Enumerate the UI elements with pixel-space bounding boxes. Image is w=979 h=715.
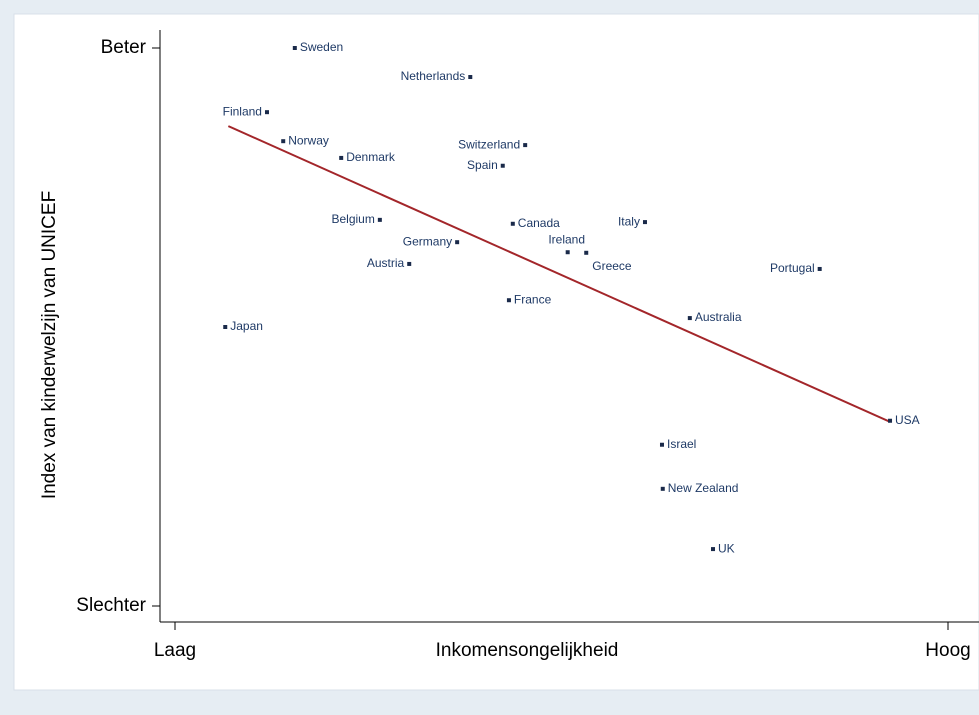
- point: [455, 240, 460, 245]
- point: [660, 486, 665, 491]
- point-label: Portugal: [770, 261, 815, 275]
- point-label: Finland: [223, 104, 262, 118]
- point-label: Denmark: [346, 150, 396, 164]
- point-label: USA: [895, 413, 920, 427]
- point-label: Italy: [618, 214, 640, 228]
- point-label: Greece: [592, 259, 632, 273]
- point-label: Netherlands: [401, 69, 466, 83]
- point: [264, 110, 269, 115]
- point: [292, 46, 297, 50]
- point-label: Switzerland: [458, 137, 520, 151]
- point: [888, 418, 893, 423]
- point-label: Norway: [288, 133, 329, 147]
- point-label: France: [514, 292, 552, 306]
- point: [500, 163, 505, 168]
- point: [687, 316, 692, 321]
- point-label: Canada: [518, 216, 560, 230]
- point-label: Ireland: [548, 232, 585, 246]
- point-label: Spain: [467, 158, 498, 172]
- point: [468, 75, 473, 80]
- point: [223, 325, 228, 329]
- point: [711, 547, 716, 552]
- point: [339, 155, 344, 160]
- point: [642, 220, 647, 225]
- point: [281, 139, 286, 144]
- point-label: Germany: [403, 234, 452, 248]
- y-axis-title: Index van kinderwelzijn van UNICEF: [39, 191, 60, 499]
- point-label: Israel: [667, 437, 696, 451]
- point-label: Austria: [367, 256, 405, 270]
- x-tick-label: Laag: [154, 640, 196, 661]
- point: [407, 261, 412, 266]
- point-label: Belgium: [331, 212, 374, 226]
- point: [506, 298, 511, 303]
- point: [377, 217, 382, 222]
- x-axis-title: Inkomensongelijkheid: [436, 640, 619, 661]
- point: [659, 442, 664, 447]
- y-tick-label: Slechter: [76, 595, 146, 616]
- point-label: Japan: [230, 319, 263, 333]
- y-tick-label: Beter: [101, 37, 147, 58]
- point: [584, 250, 589, 255]
- point-label: New Zealand: [668, 481, 739, 495]
- point: [523, 143, 528, 148]
- point-label: Sweden: [300, 40, 343, 54]
- x-tick-label: Hoog: [925, 640, 970, 661]
- point-label: UK: [718, 541, 735, 555]
- point: [817, 266, 822, 271]
- trend-line: [227, 125, 891, 423]
- point-label: Australia: [695, 310, 742, 324]
- plot-background: [13, 13, 979, 691]
- point: [510, 221, 515, 226]
- point: [565, 250, 570, 255]
